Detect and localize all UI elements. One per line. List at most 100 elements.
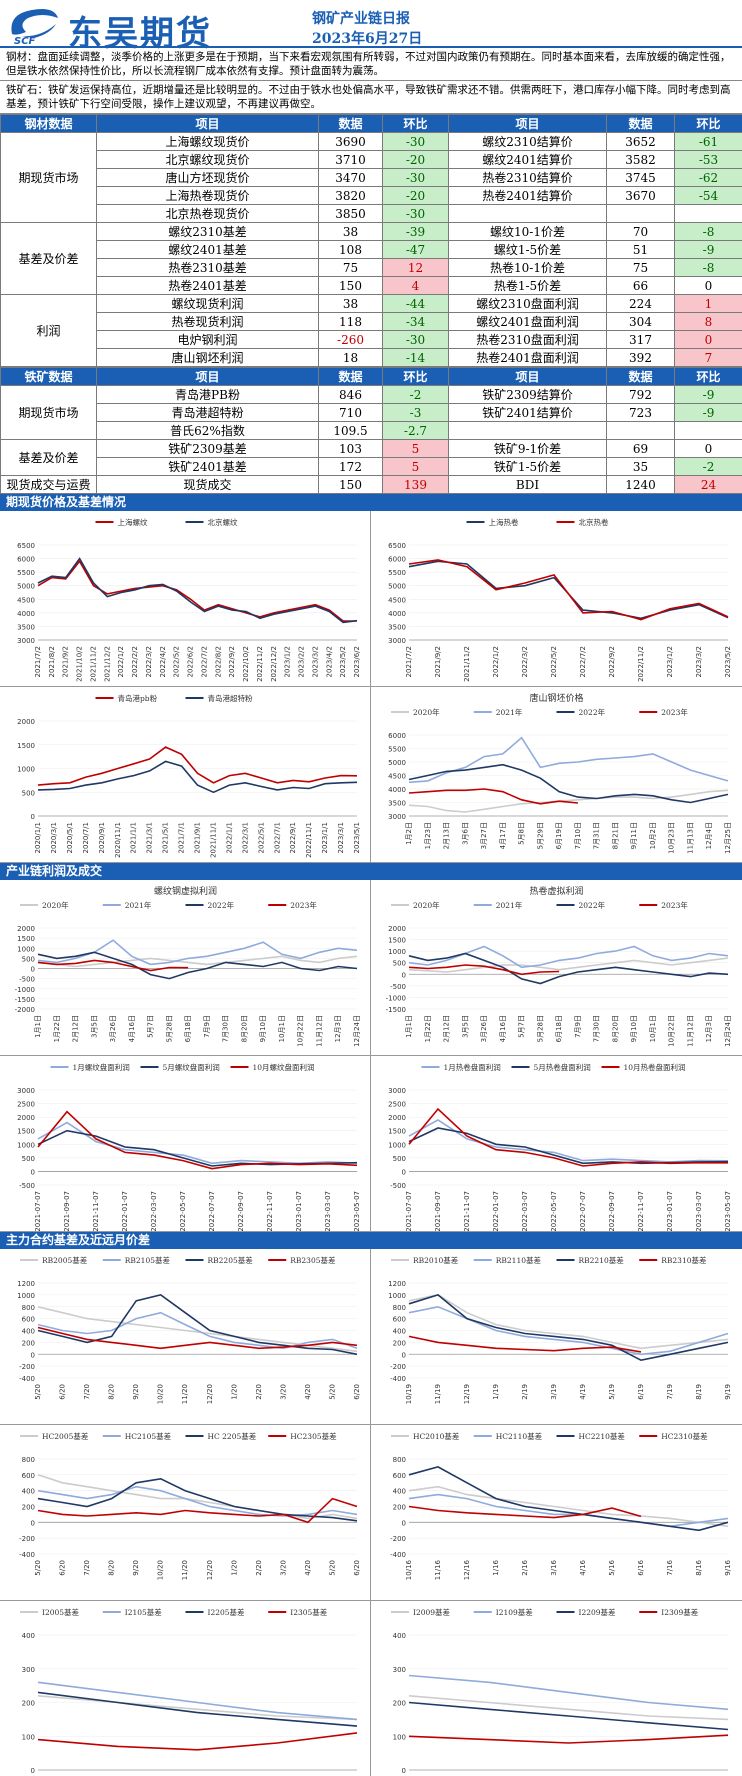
item-name-cell: 青岛港PB粉 bbox=[97, 386, 319, 404]
ore-header-cell: 环比 bbox=[383, 368, 449, 386]
legend-label: 5月螺纹盘面利润 bbox=[163, 1062, 220, 1072]
y-tick-label: 1200 bbox=[17, 1280, 35, 1288]
y-tick-label: -1500 bbox=[15, 996, 35, 1004]
y-tick-label: 1500 bbox=[388, 937, 406, 945]
x-tick-label: 9/20 bbox=[132, 1560, 140, 1576]
ore-header-cell: 数据 bbox=[607, 368, 675, 386]
x-tick-label: 8/19 bbox=[695, 1384, 703, 1400]
series-line bbox=[38, 1733, 357, 1750]
legend-label: 10月螺纹盘面利润 bbox=[253, 1062, 315, 1072]
x-tick-label: 1月22日 bbox=[424, 1015, 432, 1042]
item-name-cell: 铁矿9-1价差 bbox=[449, 440, 607, 458]
legend-label: 2023年 bbox=[661, 900, 688, 910]
y-tick-label: 1200 bbox=[388, 1280, 406, 1288]
value-cell bbox=[607, 422, 675, 440]
item-name-cell: 热卷2401结算价 bbox=[449, 187, 607, 205]
x-tick-label: 5月7日 bbox=[147, 1015, 155, 1038]
y-tick-label: 100 bbox=[22, 1733, 35, 1741]
x-tick-label: 6月18日 bbox=[184, 1015, 192, 1042]
value-cell: 75 bbox=[607, 259, 675, 277]
x-tick-label: 2020/3/1 bbox=[50, 822, 58, 853]
x-tick-label: 11/16 bbox=[434, 1559, 442, 1580]
y-tick-label: 3500 bbox=[388, 800, 406, 808]
value-cell: 35 bbox=[607, 458, 675, 476]
steel-header-cell: 钢材数据 bbox=[1, 115, 97, 133]
legend-label: I2205基差 bbox=[208, 1607, 246, 1617]
item-name-cell bbox=[449, 205, 607, 223]
value-cell: 1240 bbox=[607, 476, 675, 494]
x-tick-label: 7月30日 bbox=[593, 1015, 601, 1042]
legend-label: 上海螺纹 bbox=[118, 517, 148, 527]
legend-label: 2023年 bbox=[661, 707, 688, 717]
x-tick-label: 4月16日 bbox=[128, 1015, 136, 1042]
x-tick-label: 2022-07-07 bbox=[208, 1191, 216, 1231]
change-cell bbox=[675, 422, 742, 440]
legend-label: 5月热卷盘面利润 bbox=[534, 1062, 591, 1072]
ore-header-cell: 环比 bbox=[675, 368, 742, 386]
y-tick-label: 3500 bbox=[388, 623, 406, 631]
x-tick-label: 11月12日 bbox=[686, 1015, 694, 1047]
x-tick-label: 2021/3/1 bbox=[146, 822, 154, 853]
y-tick-label: 400 bbox=[393, 1632, 406, 1640]
change-cell: -2.7 bbox=[383, 422, 449, 440]
item-name-cell: 热卷现货利润 bbox=[97, 313, 319, 331]
item-name-cell: 唐山钢坯利润 bbox=[97, 349, 319, 367]
x-tick-label: 12月24日 bbox=[724, 1015, 732, 1047]
change-cell: 4 bbox=[383, 277, 449, 295]
series-line bbox=[409, 1109, 728, 1166]
y-tick-label: 1500 bbox=[17, 742, 35, 750]
item-name-cell: 螺纹2401基差 bbox=[97, 241, 319, 259]
y-tick-label: 3000 bbox=[17, 637, 35, 645]
value-cell: 18 bbox=[319, 349, 383, 367]
y-tick-label: -400 bbox=[390, 1375, 406, 1383]
x-tick-label: 12月24日 bbox=[353, 1015, 361, 1047]
change-cell: -20 bbox=[383, 187, 449, 205]
y-tick-label: 0 bbox=[402, 1519, 406, 1527]
item-name-cell bbox=[449, 422, 607, 440]
item-name-cell: 热卷2401基差 bbox=[97, 277, 319, 295]
x-tick-label: 2023-01-07 bbox=[666, 1191, 674, 1231]
x-tick-label: 7/16 bbox=[666, 1559, 674, 1575]
value-cell: 69 bbox=[607, 440, 675, 458]
item-name-cell: 螺纹2401盘面利润 bbox=[449, 313, 607, 331]
legend-label: HC2210基差 bbox=[579, 1431, 626, 1441]
x-tick-label: 2021-07-07 bbox=[405, 1191, 413, 1231]
x-tick-label: 7/20 bbox=[83, 1560, 91, 1576]
y-tick-label: 1000 bbox=[388, 948, 406, 956]
x-tick-label: 2023/3/2 bbox=[311, 646, 319, 677]
y-tick-label: 100 bbox=[393, 1733, 406, 1741]
item-name-cell: 螺纹2401结算价 bbox=[449, 151, 607, 169]
item-name-cell: 北京螺纹现货价 bbox=[97, 151, 319, 169]
x-tick-label: 8月20日 bbox=[611, 1015, 619, 1042]
x-tick-label: 1/19 bbox=[492, 1384, 500, 1400]
y-tick-label: 2000 bbox=[17, 1114, 35, 1122]
x-tick-label: 9/19 bbox=[724, 1384, 732, 1400]
series-line bbox=[409, 1467, 728, 1530]
x-tick-label: 4月17日 bbox=[499, 822, 507, 849]
y-tick-label: 1000 bbox=[17, 1141, 35, 1149]
series-line bbox=[409, 1507, 641, 1518]
x-tick-label: 1月22日 bbox=[53, 1015, 61, 1042]
y-tick-label: 0 bbox=[31, 1519, 35, 1527]
change-cell: -44 bbox=[383, 295, 449, 313]
x-tick-label: 2/16 bbox=[521, 1559, 529, 1575]
report-header: 东吴期货 SCF 钢矿产业链日报 2023年6月27日 bbox=[0, 0, 742, 48]
y-tick-label: 0 bbox=[31, 966, 35, 974]
x-tick-label: 3月27日 bbox=[480, 822, 488, 849]
legend-label: RB2305基差 bbox=[290, 1255, 336, 1265]
y-tick-label: 0 bbox=[31, 1351, 35, 1359]
x-tick-label: 2021-11-07 bbox=[92, 1191, 100, 1231]
value-cell: 75 bbox=[319, 259, 383, 277]
y-tick-label: 0 bbox=[31, 813, 35, 821]
y-tick-label: 3000 bbox=[17, 1087, 35, 1095]
series-line bbox=[38, 747, 357, 785]
